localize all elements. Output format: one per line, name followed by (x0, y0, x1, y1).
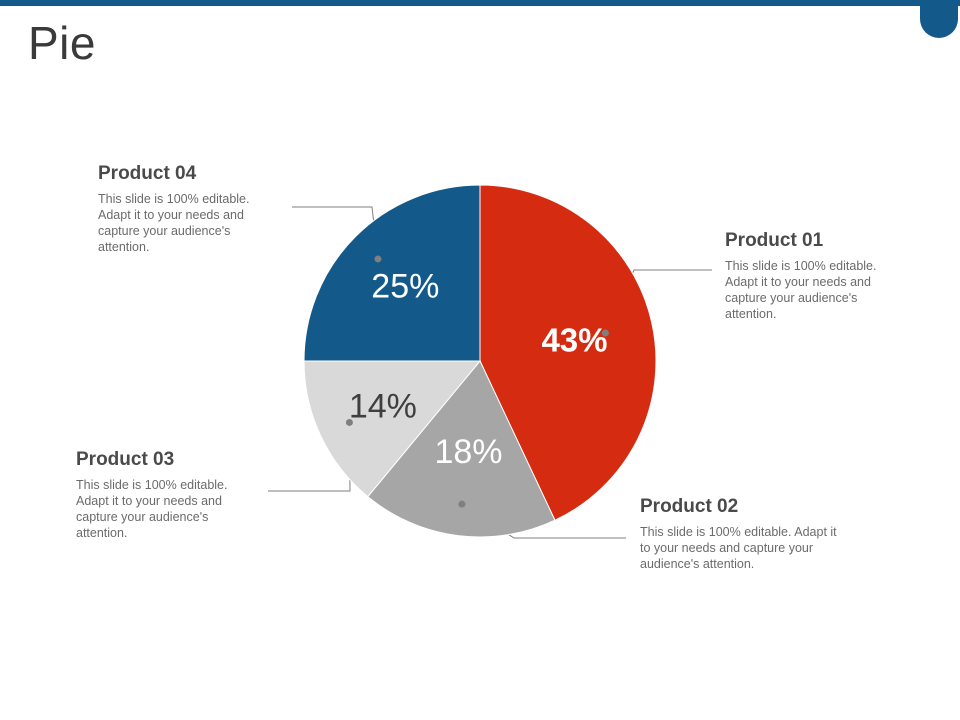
pie-slice-2 (367, 360, 556, 538)
callout-text: This slide is 100% editable. Adapt it to… (76, 478, 228, 540)
callout-text: This slide is 100% editable. Adapt it to… (640, 525, 837, 571)
corner-tab (920, 0, 958, 38)
slice-label-1: 43% (541, 321, 607, 358)
callout-text: This slide is 100% editable. Adapt it to… (725, 259, 877, 321)
leader-dot-2 (458, 500, 466, 508)
pie-slice-1 (479, 184, 657, 521)
page-title: Pie (28, 17, 96, 69)
callout-title: Product 02 (640, 496, 739, 517)
top-accent-bar (0, 0, 960, 6)
callout-text: This slide is 100% editable. Adapt it to… (98, 192, 250, 254)
leader-dot-3 (345, 418, 353, 426)
pie-slice-3 (303, 360, 482, 498)
leader-dot-1 (601, 329, 609, 337)
callout-title: Product 04 (98, 163, 197, 184)
slice-label-2: 18% (434, 433, 502, 471)
slice-label-3: 14% (349, 388, 417, 426)
callout-product-01: Product 01 This slide is 100% editable. … (725, 230, 900, 322)
callout-product-04: Product 04 This slide is 100% editable. … (98, 163, 283, 255)
pie-slice-4 (303, 184, 481, 362)
callout-product-02: Product 02 This slide is 100% editable. … (640, 496, 850, 572)
slice-label-4: 25% (371, 267, 439, 305)
callout-title: Product 01 (725, 230, 824, 251)
callout-product-03: Product 03 This slide is 100% editable. … (76, 449, 261, 541)
leader-dot-4 (374, 255, 382, 263)
callout-title: Product 03 (76, 449, 175, 470)
